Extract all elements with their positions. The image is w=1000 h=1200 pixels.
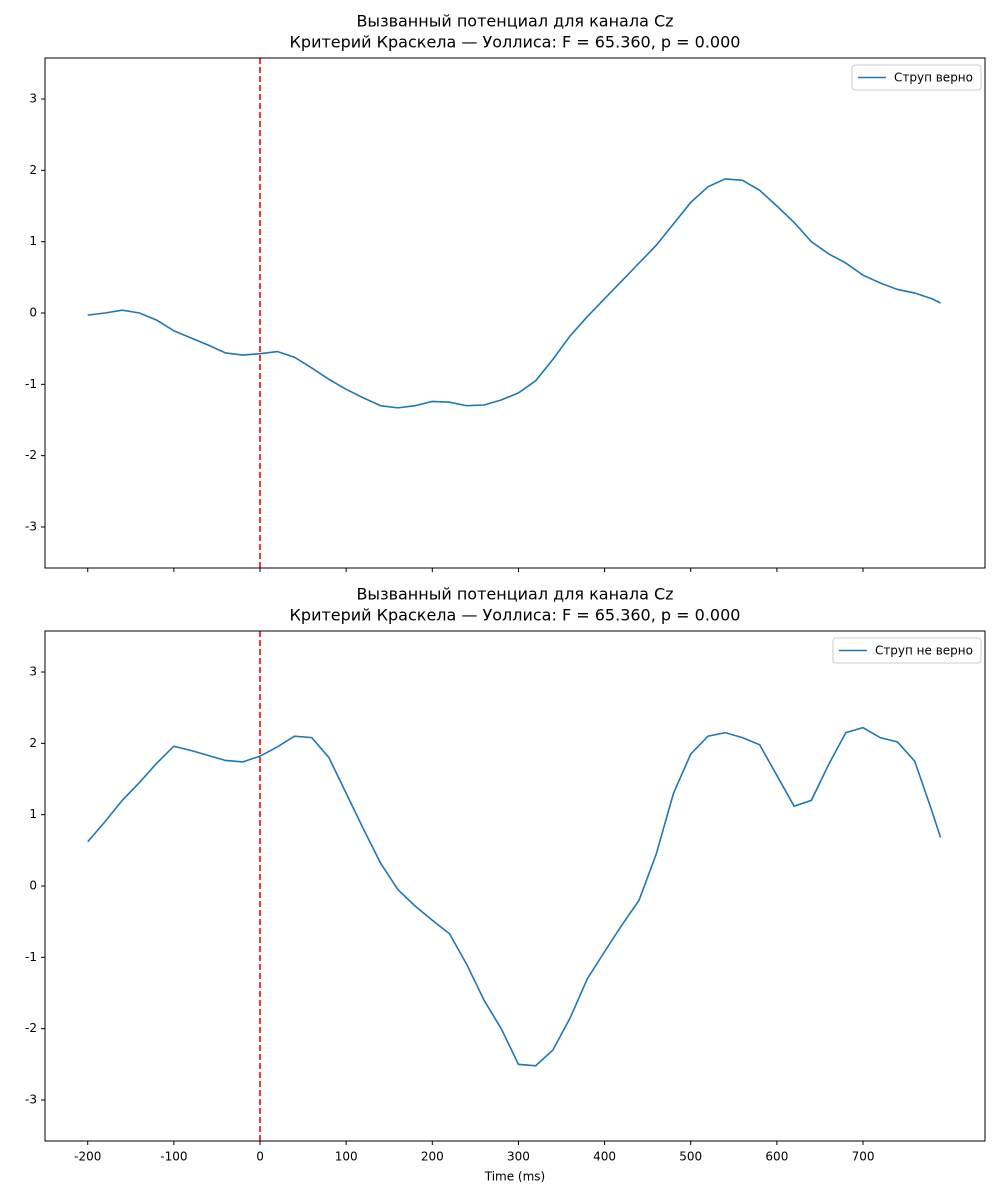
x-tick-label: 200 — [421, 1150, 444, 1164]
chart-subtitle: Критерий Краскела — Уоллиса: F = 65.360,… — [290, 33, 741, 52]
legend-box — [832, 637, 982, 664]
y-tick-label: -1 — [25, 377, 37, 391]
x-tick-label: 500 — [679, 1150, 702, 1164]
data-line — [87, 178, 941, 409]
y-tick-label: 0 — [29, 306, 37, 320]
x-tick-label: 700 — [852, 1150, 875, 1164]
y-tick-label: 1 — [29, 807, 37, 821]
y-tick-label: -3 — [25, 519, 37, 533]
x-tick-label: 600 — [765, 1150, 788, 1164]
y-tick-label: 3 — [29, 665, 37, 679]
chart-subtitle: Критерий Краскела — Уоллиса: F = 65.360,… — [290, 606, 741, 625]
y-tick-label: -2 — [25, 1021, 37, 1035]
y-tick-label: -3 — [25, 1092, 37, 1106]
axes-frame — [44, 630, 986, 1142]
y-tick-label: 2 — [29, 736, 37, 750]
x-tick-label: 0 — [256, 1150, 264, 1164]
y-tick-label: 2 — [29, 163, 37, 177]
data-line — [87, 726, 942, 1067]
y-tick-label: -1 — [25, 950, 37, 964]
x-tick-label: 100 — [335, 1150, 358, 1164]
y-tick-label: 0 — [29, 879, 37, 893]
legend-label: Струп не верно — [875, 644, 973, 658]
legend: Струп верно — [851, 64, 982, 91]
x-axis-label: Time (ms) — [484, 1170, 546, 1184]
axes-frame — [44, 57, 986, 569]
chart-title: Вызванный потенциал для канала Cz — [356, 585, 673, 604]
x-tick-label: 400 — [593, 1150, 616, 1164]
legend: Струп не верно — [832, 637, 982, 664]
x-tick-label: 300 — [507, 1150, 530, 1164]
legend-box — [851, 64, 982, 91]
chart-title: Вызванный потенциал для канала Cz — [356, 12, 673, 31]
subplot: Вызванный потенциал для канала Cz Критери… — [25, 585, 986, 1184]
y-tick-label: 3 — [29, 92, 37, 106]
y-tick-label: 1 — [29, 234, 37, 248]
legend-label: Струп верно — [894, 71, 973, 85]
x-tick-label: -200 — [74, 1150, 101, 1164]
x-tick-label: -100 — [160, 1150, 187, 1164]
subplot: Вызванный потенциал для канала Cz Критери… — [25, 12, 986, 572]
y-tick-label: -2 — [25, 448, 37, 462]
